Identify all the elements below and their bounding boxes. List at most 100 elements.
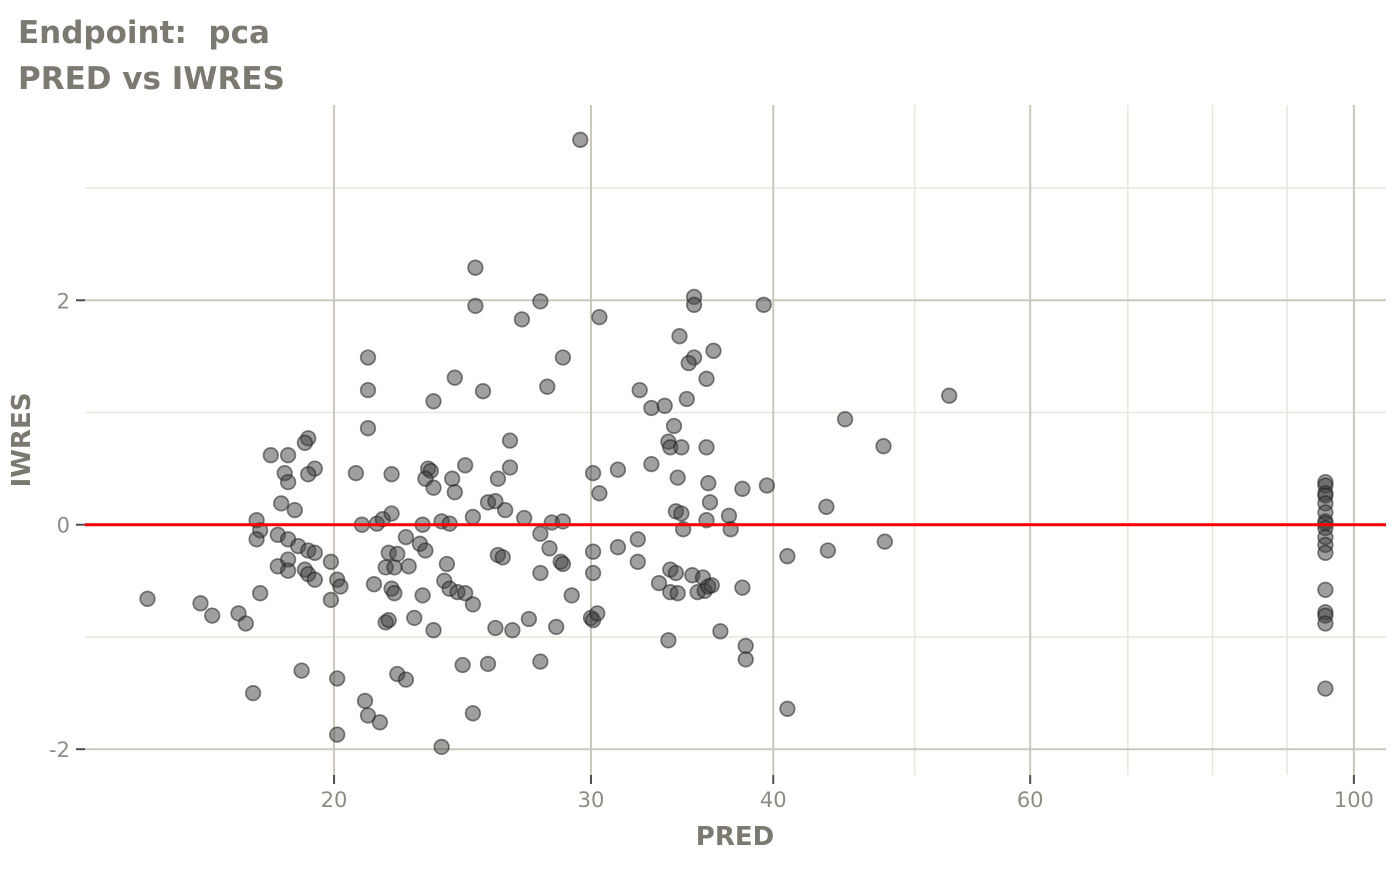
data-point — [875, 438, 892, 455]
data-point — [332, 578, 349, 595]
data-point — [669, 585, 686, 602]
data-point — [467, 297, 484, 315]
data-point — [589, 605, 606, 622]
data-point — [609, 539, 627, 556]
data-point — [501, 432, 519, 449]
data-point — [584, 564, 602, 582]
data-point — [467, 259, 484, 276]
data-point — [438, 555, 456, 573]
data-point — [554, 513, 572, 530]
data-point — [244, 684, 262, 702]
data-point — [584, 543, 602, 560]
y-axis-title: IWRES — [7, 393, 37, 488]
data-point — [673, 505, 690, 522]
data-point — [359, 381, 377, 399]
data-point — [1317, 680, 1334, 697]
data-point — [329, 670, 346, 687]
data-point — [513, 311, 531, 328]
y-tick-label: 2 — [57, 289, 70, 313]
data-point — [397, 671, 415, 688]
data-point — [643, 455, 660, 473]
data-point — [279, 447, 297, 464]
x-tick-label: 20 — [321, 788, 348, 812]
data-point — [758, 477, 776, 494]
data-point — [504, 622, 521, 639]
data-point — [446, 369, 463, 386]
data-point — [386, 585, 403, 602]
data-point — [322, 553, 340, 570]
major-gridlines — [85, 105, 1386, 775]
data-point — [474, 383, 492, 400]
data-point — [572, 131, 589, 148]
axis-tick-labels-layer: 20 30 40 60 100 -2 0 2 — [49, 289, 1374, 812]
data-point — [389, 545, 406, 563]
data-point — [386, 559, 403, 576]
data-point — [712, 623, 729, 640]
data-point — [273, 495, 290, 512]
x-tick-label: 40 — [760, 788, 787, 812]
data-point — [734, 480, 751, 497]
data-point — [591, 308, 608, 326]
data-point — [698, 439, 715, 456]
data-point — [262, 447, 279, 464]
data-point — [532, 564, 549, 582]
data-point — [673, 439, 690, 456]
data-point — [383, 505, 400, 522]
data-point — [464, 508, 482, 526]
data-point — [650, 574, 668, 592]
data-point — [591, 485, 608, 502]
data-point — [497, 501, 514, 519]
data-point — [737, 637, 754, 655]
x-tick-label: 60 — [1017, 788, 1044, 812]
x-axis-title: PRED — [696, 822, 774, 852]
data-point — [487, 619, 504, 637]
data-point — [433, 738, 450, 756]
data-point — [755, 296, 772, 313]
data-point — [516, 509, 533, 527]
data-point — [554, 555, 572, 573]
data-point — [629, 531, 646, 548]
data-point — [734, 579, 751, 596]
data-point — [700, 475, 717, 492]
data-point — [678, 390, 695, 408]
data-point — [252, 585, 269, 602]
x-tick-label: 30 — [578, 788, 605, 812]
data-point — [293, 662, 310, 679]
y-tick-label: -2 — [49, 738, 70, 762]
axis-ticks-layer — [76, 299, 1355, 784]
data-point — [541, 540, 558, 557]
data-point — [836, 411, 854, 428]
data-point — [279, 562, 297, 579]
data-point — [584, 464, 602, 482]
data-point — [371, 714, 389, 731]
data-point — [457, 585, 474, 602]
data-point — [520, 610, 538, 628]
data-point — [464, 705, 482, 722]
data-point — [322, 591, 340, 609]
data-point — [680, 354, 697, 372]
data-point — [819, 542, 837, 559]
data-point — [347, 464, 365, 482]
data-point — [139, 590, 156, 607]
data-point — [400, 558, 417, 575]
data-point — [329, 726, 346, 743]
data-points-layer — [139, 131, 1334, 756]
y-tick-label: 0 — [57, 514, 70, 538]
data-point — [941, 387, 958, 404]
data-point — [356, 692, 374, 710]
data-point — [286, 501, 303, 519]
data-point — [643, 399, 660, 417]
data-point — [359, 420, 377, 437]
minor-gridlines — [85, 105, 1386, 775]
data-point — [489, 470, 507, 487]
plot-title-line2: PRED vs IWRES — [18, 61, 285, 97]
data-point — [779, 700, 796, 717]
data-point — [669, 469, 686, 486]
data-point — [204, 607, 221, 624]
data-point — [737, 651, 754, 668]
data-point — [656, 397, 673, 414]
data-point — [698, 370, 715, 387]
data-point — [494, 549, 511, 566]
data-point — [1317, 544, 1334, 561]
